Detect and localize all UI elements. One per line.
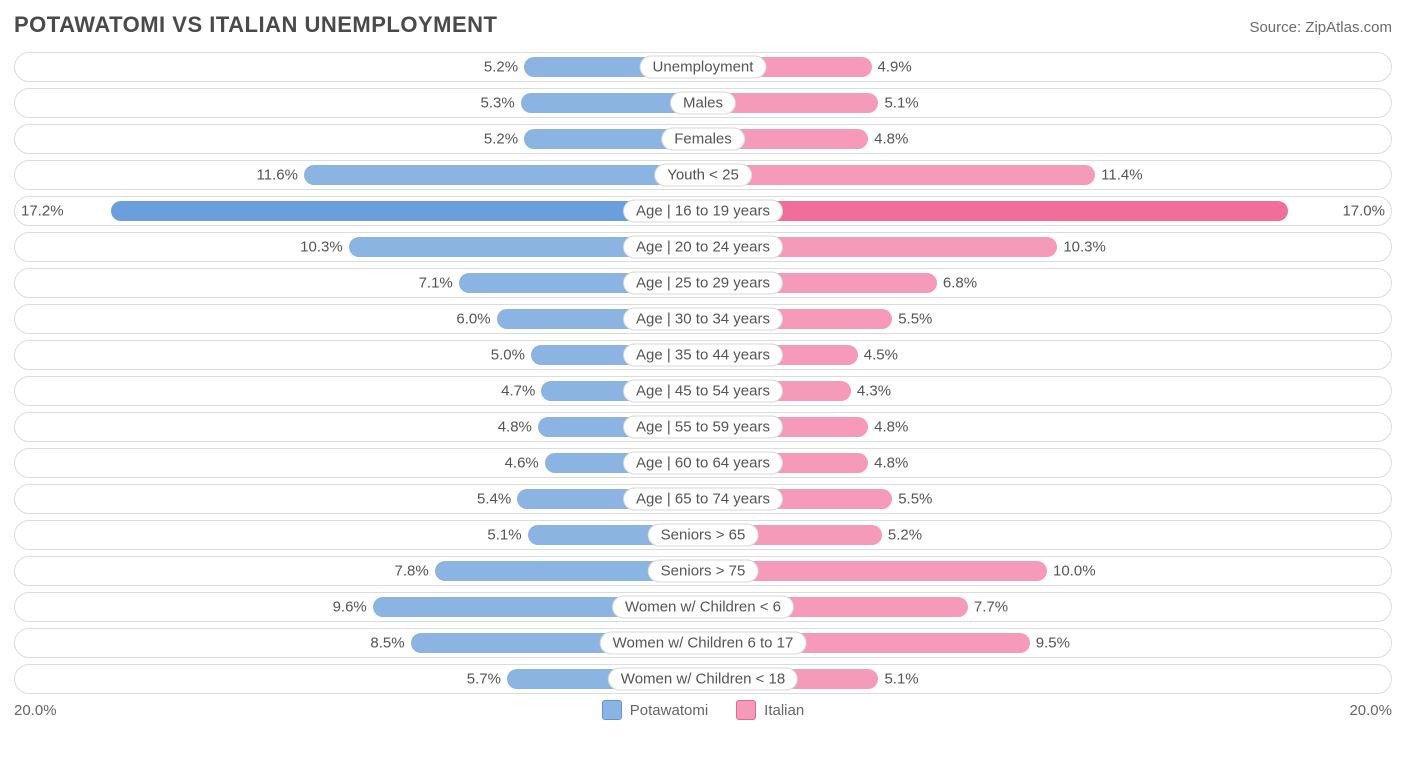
category-label: Seniors > 65 [648,524,759,547]
value-right: 17.0% [1342,203,1385,220]
category-label: Age | 35 to 44 years [623,344,783,367]
category-label: Age | 16 to 19 years [623,200,783,223]
value-left: 4.8% [498,419,538,436]
table-row: 7.8% 10.0% Seniors > 75 [14,556,1392,586]
table-row: 5.7% 5.1% Women w/ Children < 18 [14,664,1392,694]
value-left: 11.6% [257,167,304,184]
value-left: 7.1% [419,275,459,292]
category-label: Age | 45 to 54 years [623,380,783,403]
axis-max-left: 20.0% [14,702,57,719]
legend-label-right: Italian [764,702,804,719]
chart-source: Source: ZipAtlas.com [1249,19,1392,36]
category-label: Age | 60 to 64 years [623,452,783,475]
value-right: 4.3% [851,383,891,400]
value-right: 5.5% [892,311,932,328]
value-left: 17.2% [21,203,64,220]
table-row: 5.1% 5.2% Seniors > 65 [14,520,1392,550]
category-label: Males [670,92,736,115]
category-label: Women w/ Children < 6 [612,596,794,619]
table-row: 5.4% 5.5% Age | 65 to 74 years [14,484,1392,514]
value-left: 9.6% [333,599,373,616]
bar-right [703,165,1095,185]
legend: Potawatomi Italian [602,700,804,720]
value-right: 4.5% [858,347,898,364]
category-label: Women w/ Children < 18 [608,668,798,691]
category-label: Age | 55 to 59 years [623,416,783,439]
table-row: 10.3% 10.3% Age | 20 to 24 years [14,232,1392,262]
table-row: 4.7% 4.3% Age | 45 to 54 years [14,376,1392,406]
category-label: Age | 20 to 24 years [623,236,783,259]
value-left: 4.7% [501,383,541,400]
bar-left [111,201,703,221]
value-right: 11.4% [1095,167,1142,184]
table-row: 11.6% 11.4% Youth < 25 [14,160,1392,190]
value-left: 5.3% [480,95,520,112]
value-right: 4.8% [868,455,908,472]
value-left: 8.5% [370,635,410,652]
value-left: 6.0% [456,311,496,328]
category-label: Unemployment [640,56,767,79]
value-right: 6.8% [937,275,977,292]
value-right: 4.8% [868,131,908,148]
value-right: 4.8% [868,419,908,436]
legend-item-left: Potawatomi [602,700,708,720]
chart-header: POTAWATOMI VS ITALIAN UNEMPLOYMENT Sourc… [14,12,1392,38]
value-right: 4.9% [872,59,912,76]
value-left: 5.0% [491,347,531,364]
legend-swatch-left [602,700,622,720]
legend-swatch-right [736,700,756,720]
bar-right [703,201,1288,221]
table-row: 7.1% 6.8% Age | 25 to 29 years [14,268,1392,298]
value-right: 5.1% [878,671,918,688]
table-row: 6.0% 5.5% Age | 30 to 34 years [14,304,1392,334]
table-row: 5.2% 4.9% Unemployment [14,52,1392,82]
value-left: 7.8% [394,563,434,580]
value-right: 10.3% [1057,239,1106,256]
table-row: 17.2% 17.0% Age | 16 to 19 years [14,196,1392,226]
value-left: 5.1% [487,527,527,544]
value-left: 10.3% [300,239,349,256]
bar-left [304,165,703,185]
category-label: Females [661,128,745,151]
category-label: Age | 25 to 29 years [623,272,783,295]
diverging-bar-chart: 5.2% 4.9% Unemployment 5.3% 5.1% Males 5.2% 4.8… [14,52,1392,694]
table-row: 4.6% 4.8% Age | 60 to 64 years [14,448,1392,478]
chart-title: POTAWATOMI VS ITALIAN UNEMPLOYMENT [14,12,497,38]
value-right: 7.7% [968,599,1008,616]
table-row: 9.6% 7.7% Women w/ Children < 6 [14,592,1392,622]
category-label: Youth < 25 [654,164,752,187]
value-left: 5.4% [477,491,517,508]
category-label: Age | 65 to 74 years [623,488,783,511]
table-row: 8.5% 9.5% Women w/ Children 6 to 17 [14,628,1392,658]
axis-max-right: 20.0% [1349,702,1392,719]
value-left: 5.2% [484,59,524,76]
value-right: 5.1% [878,95,918,112]
chart-footer: 20.0% Potawatomi Italian 20.0% [14,700,1392,720]
value-left: 4.6% [505,455,545,472]
category-label: Seniors > 75 [648,560,759,583]
legend-item-right: Italian [736,700,804,720]
table-row: 5.3% 5.1% Males [14,88,1392,118]
table-row: 4.8% 4.8% Age | 55 to 59 years [14,412,1392,442]
value-right: 5.5% [892,491,932,508]
table-row: 5.0% 4.5% Age | 35 to 44 years [14,340,1392,370]
value-left: 5.7% [467,671,507,688]
value-left: 5.2% [484,131,524,148]
value-right: 10.0% [1047,563,1096,580]
category-label: Women w/ Children 6 to 17 [600,632,807,655]
value-right: 9.5% [1030,635,1070,652]
value-right: 5.2% [882,527,922,544]
legend-label-left: Potawatomi [630,702,708,719]
table-row: 5.2% 4.8% Females [14,124,1392,154]
category-label: Age | 30 to 34 years [623,308,783,331]
